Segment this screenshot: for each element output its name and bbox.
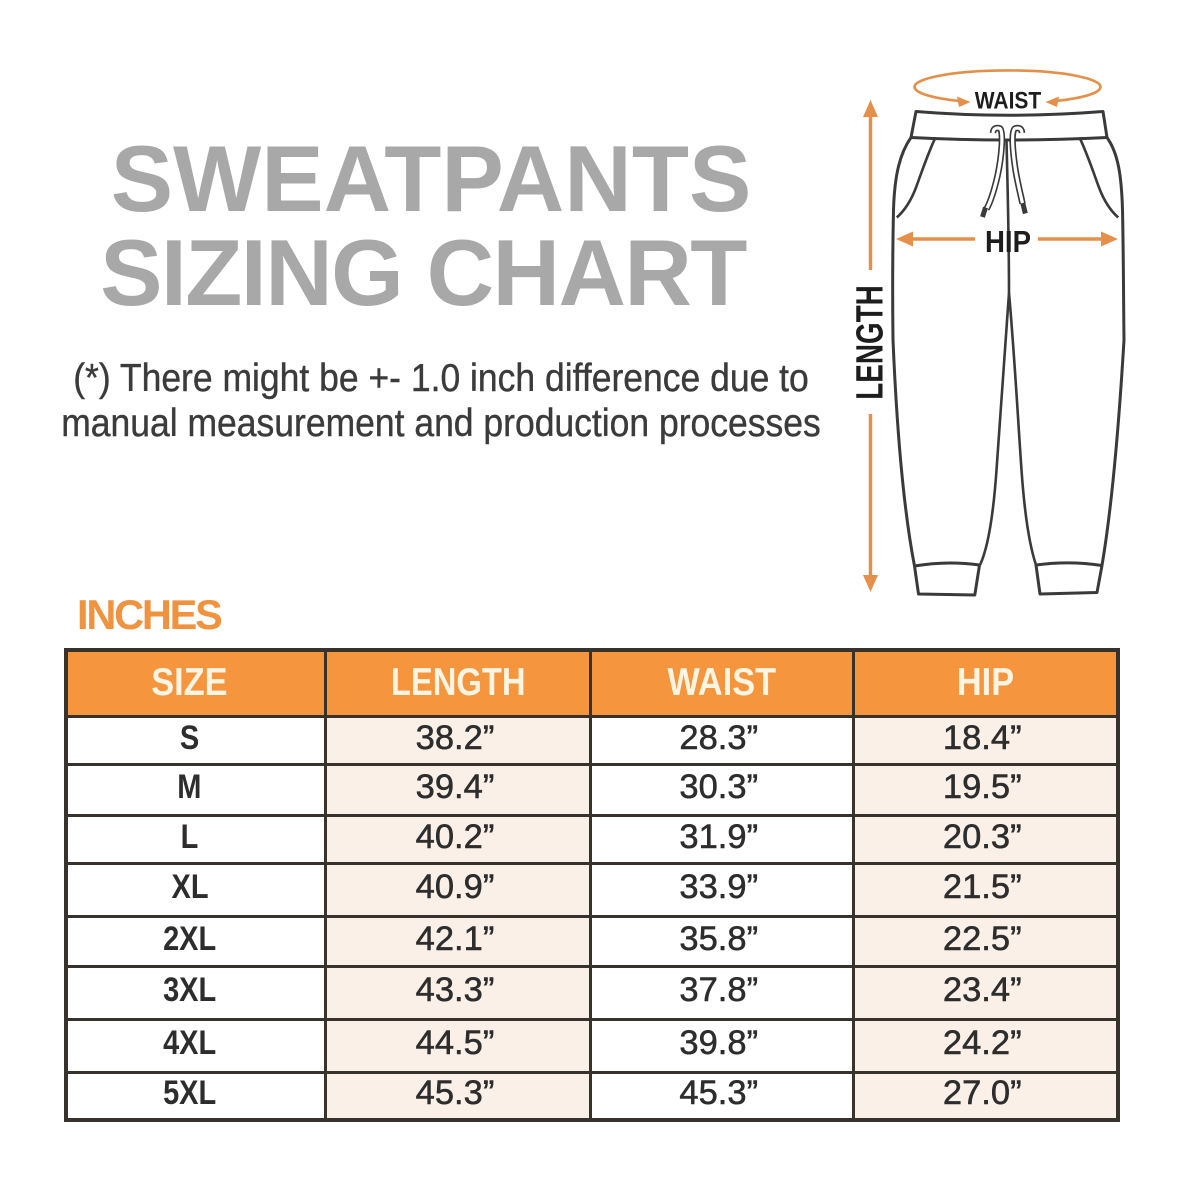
svg-text:LENGTH: LENGTH bbox=[849, 285, 891, 400]
svg-text:HIP: HIP bbox=[985, 224, 1031, 259]
svg-text:WAIST: WAIST bbox=[975, 88, 1042, 115]
